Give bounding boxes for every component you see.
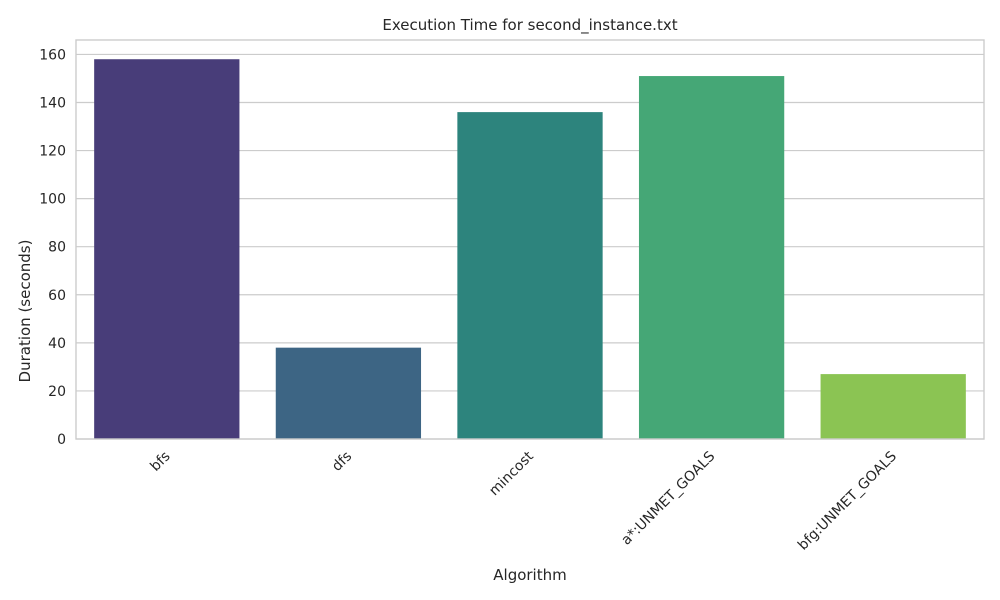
x-tick-labels: bfs dfs mincost a*:UNMET_GOALS bfg:UNMET_GOA…: [147, 448, 900, 553]
y-tick-label: 80: [48, 240, 66, 256]
plot-frame: [75, 39, 985, 440]
bars: [94, 59, 966, 440]
y-axis-label: Duration (seconds): [16, 240, 34, 383]
chart-title: Execution Time for second_instance.txt: [382, 16, 677, 35]
bar-dfs: [275, 347, 422, 439]
y-tick-label: 0: [57, 432, 66, 448]
y-tick-label: 40: [48, 336, 66, 352]
x-tick-label: bfs: [147, 449, 173, 475]
y-tick-label: 60: [48, 288, 66, 304]
y-tick-label: 100: [39, 192, 66, 208]
bar-bfs: [94, 59, 240, 440]
x-tick-label: bfg:UNMET_GOALS: [795, 448, 900, 553]
bar-mincost: [457, 112, 603, 440]
y-tick-label: 140: [39, 95, 66, 111]
bar-bfg-unmet-goals: [820, 374, 966, 439]
x-tick-label: a*:UNMET_GOALS: [618, 448, 718, 548]
y-tick-label: 20: [48, 384, 66, 400]
bar-a-unmet-goals: [638, 76, 785, 440]
x-axis-label: Algorithm: [493, 566, 566, 584]
y-tick-labels: 0 20 40 60 80 100 120 140 160: [39, 47, 66, 448]
x-tick-label: mincost: [486, 448, 537, 499]
x-tick-label: dfs: [329, 449, 355, 475]
y-tick-label: 120: [39, 144, 66, 160]
y-tick-label: 160: [39, 47, 66, 63]
